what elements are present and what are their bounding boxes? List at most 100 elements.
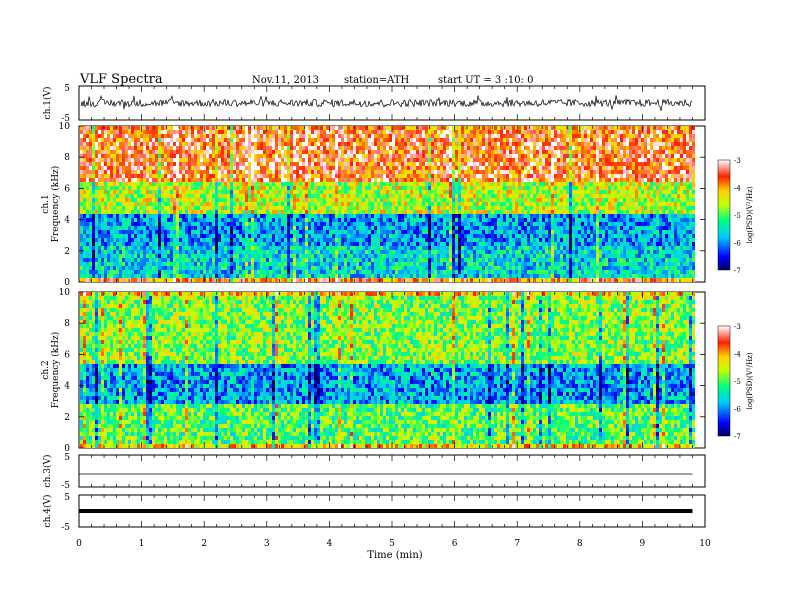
spectrogram-cell [401,226,404,230]
spectrogram-cell [380,230,383,234]
spectrogram-cell [143,174,146,178]
spectrogram-cell [266,230,269,234]
spectrogram-cell [458,170,461,174]
spectrogram-cell [98,202,101,206]
spectrogram-cell [431,194,434,198]
spectrogram-cell [437,134,440,138]
spectrogram-cell [347,126,350,130]
spectrogram-cell [434,174,437,178]
spectrogram-cell [284,198,287,202]
spectrogram-cell [422,262,425,266]
spectrogram-cell [296,194,299,198]
spectrogram-cell [164,166,167,170]
spectrogram-cell [140,198,143,202]
spectrogram-cell [131,182,134,186]
spectrogram-cell [458,146,461,150]
spectrogram-cell [194,258,197,262]
spectrogram-cell [287,202,290,206]
spectrogram-cell [299,270,302,274]
spectrogram-cell [437,278,440,282]
spectrogram-cell [410,198,413,202]
spectrogram-cell [314,222,317,226]
spectrogram-cell [137,194,140,198]
spectrogram-cell [98,270,101,274]
spectrogram-cell [347,254,350,258]
spectrogram-cell [194,154,197,158]
spectrogram-cell [365,134,368,138]
spectrogram-cell [401,174,404,178]
spectrogram-cell [443,218,446,222]
spectrogram-cell [461,218,464,222]
spectrogram-cell [137,154,140,158]
spectrogram-cell [251,222,254,226]
spectrogram-cell [176,198,179,202]
spectrogram-cell [386,254,389,258]
spectrogram-cell [137,190,140,194]
spectrogram-cell [209,174,212,178]
spectrogram-cell [212,250,215,254]
spectrogram-cell [146,166,149,170]
spectrogram-cell [179,202,182,206]
spectrogram-cell [266,170,269,174]
spectrogram-cell [383,210,386,214]
spectrogram-cell [269,194,272,198]
spectrogram-cell [230,254,233,258]
spectrogram-cell [260,266,263,270]
spectrogram-cell [242,142,245,146]
spectrogram-cell [311,174,314,178]
spectrogram-cell [458,250,461,254]
spectrogram-cell [305,126,308,130]
spectrogram-cell [188,222,191,226]
spectrogram-cell [209,194,212,198]
spectrogram-cell [149,126,152,130]
spectrogram-cell [416,186,419,190]
spectrogram-cell [383,262,386,266]
spectrogram-cell [200,246,203,250]
spectrogram-cell [272,202,275,206]
spectrogram-cell [356,278,359,282]
spectrogram-cell [353,230,356,234]
spectrogram-cell [293,194,296,198]
spectrogram-cell [149,170,152,174]
spectrogram-cell [215,230,218,234]
spectrogram-cell [107,194,110,198]
spectrogram-cell [221,262,224,266]
spectrogram-cell [329,190,332,194]
spectrogram-cell [440,150,443,154]
spectrogram-cell [86,214,89,218]
spectrogram-cell [272,174,275,178]
spectrogram-cell [158,214,161,218]
spectrogram-cell [116,234,119,238]
spectrogram-cell [218,262,221,266]
spectrogram-cell [314,234,317,238]
spectrogram-cell [338,194,341,198]
spectrogram-cell [377,166,380,170]
spectrogram-cell [377,174,380,178]
spectrogram-cell [89,142,92,146]
spectrogram-cell [212,254,215,258]
spectrogram-cell [92,234,95,238]
spectrogram-cell [248,154,251,158]
spectrogram-cell [146,146,149,150]
spectrogram-cell [395,202,398,206]
spectrogram-cell [182,274,185,278]
spectrogram-cell [383,146,386,150]
spectrogram-cell [401,262,404,266]
spectrogram-cell [416,130,419,134]
spectrogram-cell [101,218,104,222]
spectrogram-cell [389,270,392,274]
spectrogram-cell [287,270,290,274]
spectrogram-cell [335,274,338,278]
spectrogram-cell [311,274,314,278]
spectrogram-cell [125,250,128,254]
spectrogram-cell [254,138,257,142]
spectrogram-cell [167,278,170,282]
spectrogram-cell [125,130,128,134]
spectrogram-cell [266,202,269,206]
spectrogram-cell [311,206,314,210]
spectrogram-cell [449,274,452,278]
spectrogram-cell [455,162,458,166]
spectrogram-cell [362,162,365,166]
spectrogram-cell [344,278,347,282]
spectrogram-cell [365,138,368,142]
